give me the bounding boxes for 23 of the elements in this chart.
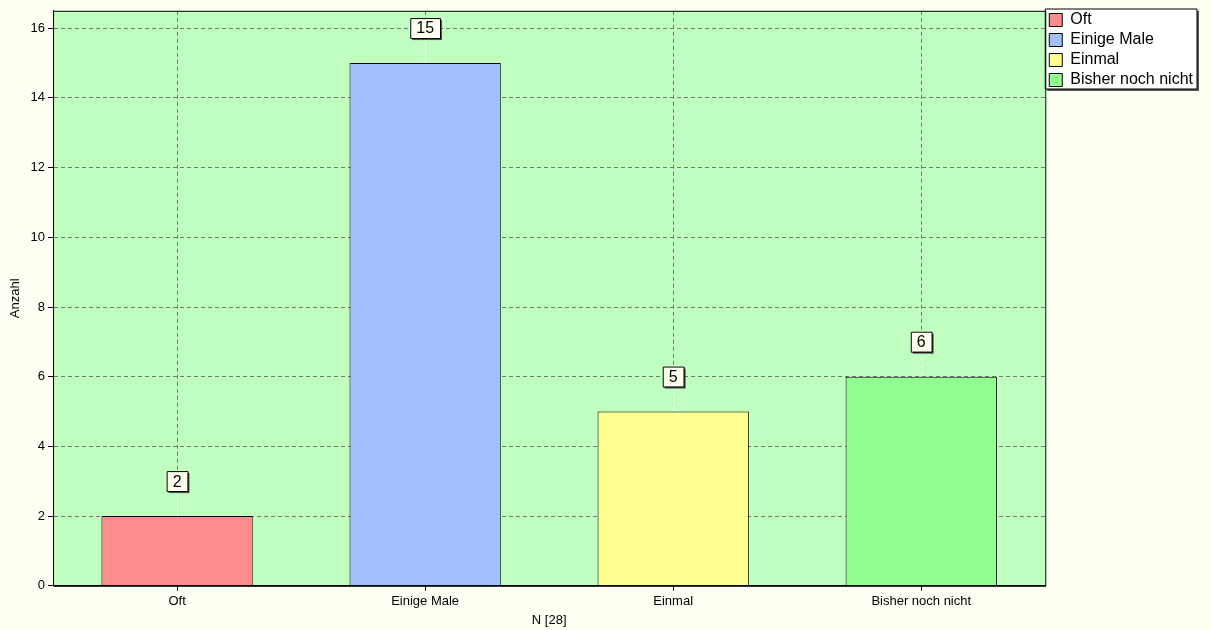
x-axis-title: N [28]: [531, 611, 567, 627]
data-label: 6: [916, 333, 926, 351]
data-label: 15: [416, 19, 435, 37]
x-tick-label: Bisher noch nicht: [871, 593, 972, 609]
y-tick-label: 2: [37, 507, 46, 523]
y-tick-label: 0: [37, 577, 46, 593]
data-label: 5: [668, 367, 678, 385]
y-tick-label: 12: [30, 159, 46, 175]
x-tick-label: Einmal: [653, 593, 694, 609]
legend-label: Einige Male: [1070, 30, 1154, 48]
x-tick-label: Einige Male: [391, 593, 460, 609]
data-label: 2: [172, 472, 182, 490]
x-tick-label: Oft: [168, 593, 187, 609]
legend-label: Oft: [1070, 10, 1093, 28]
y-tick-label: 16: [30, 19, 46, 35]
y-tick-label: 10: [30, 228, 46, 244]
y-tick-label: 6: [37, 368, 46, 384]
legend-label: Einmal: [1070, 50, 1120, 68]
y-tick-label: 8: [37, 298, 46, 314]
y-axis-title: Anzahl: [7, 278, 23, 319]
legend-label: Bisher noch nicht: [1070, 70, 1194, 88]
y-tick-label: 14: [30, 89, 46, 105]
y-tick-label: 4: [37, 437, 46, 453]
